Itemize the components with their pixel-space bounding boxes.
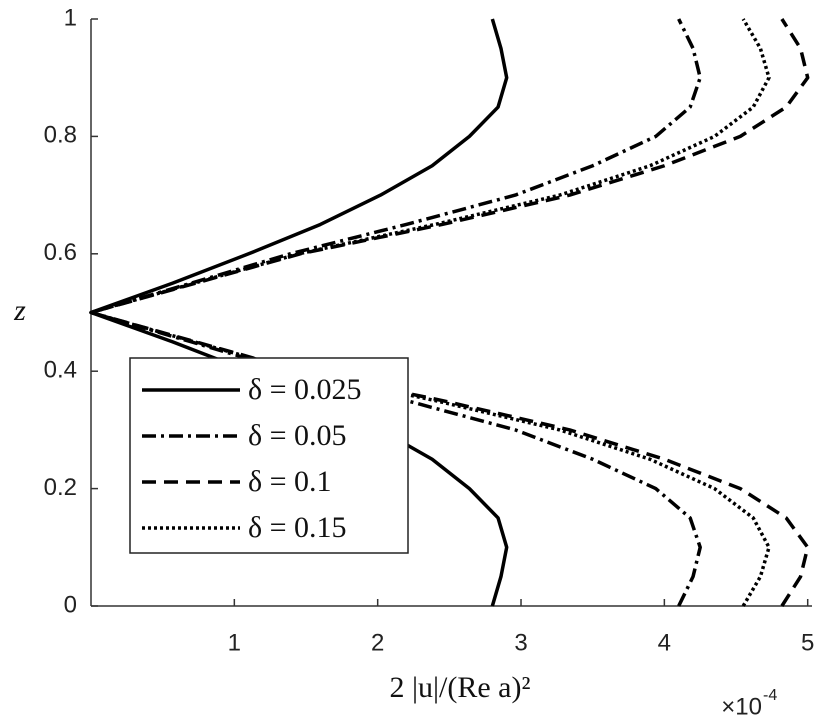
x-axis-label: 2 |u|/(Re a)² [390,671,531,704]
y-tick-label: 1 [64,4,77,31]
x-tick-label: 4 [658,629,671,656]
x-exponent: -4 [763,687,777,704]
legend-label: δ = 0.1 [248,465,332,498]
legend: δ = 0.025 δ = 0.05 δ = 0.1 δ = 0.15 [129,357,409,554]
x-exponent-base: ×10 [721,693,762,720]
x-tick-label: 1 [228,629,241,656]
y-axis-label: z [13,294,26,327]
x-tick-label: 5 [801,629,814,656]
y-tick-label: 0.2 [44,474,77,501]
x-tick-label: 2 [371,629,384,656]
y-tick-label: 0 [64,591,77,618]
data-line [89,18,810,607]
legend-label: δ = 0.05 [248,419,347,452]
legend-label: δ = 0.025 [248,373,362,406]
y-tick-label: 0.6 [44,239,77,266]
y-tick-label: 0.4 [44,357,77,384]
x-tick-label: 3 [514,629,527,656]
legend-label: δ = 0.15 [248,511,347,544]
y-tick-label: 0.8 [44,122,77,149]
data-line [89,18,771,607]
data-line [89,18,702,607]
